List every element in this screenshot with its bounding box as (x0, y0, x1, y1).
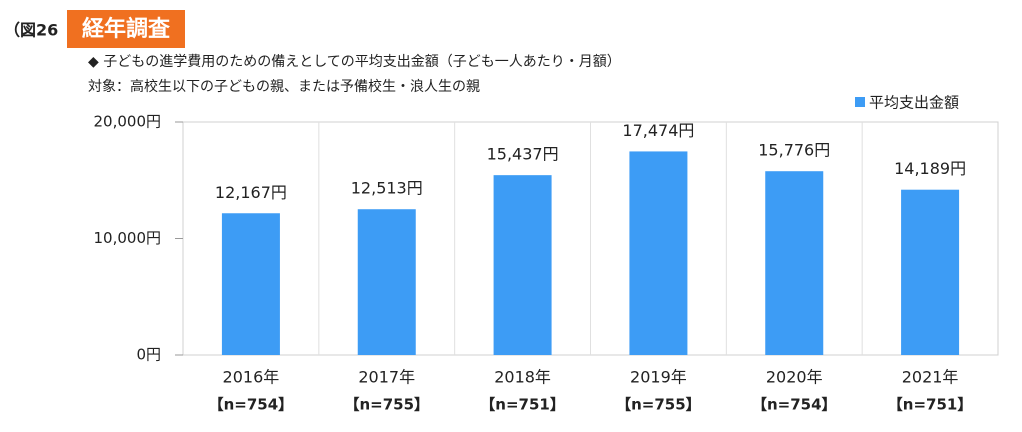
note: 対象：高校生以下の子どもの親、または予備校生・浪人生の親 (88, 78, 480, 95)
bar (221, 213, 280, 355)
sample-label: 【n=754】 (752, 396, 837, 414)
bar (629, 151, 688, 355)
sample-label: 【n=754】 (209, 396, 294, 414)
bar (901, 189, 960, 355)
sample-label: 【n=755】 (616, 396, 701, 414)
x-tick-label: 2021年 (902, 368, 959, 387)
value-label: 15,776円 (758, 141, 830, 160)
value-label: 17,474円 (622, 121, 694, 140)
bar (765, 171, 824, 355)
y-tick-label: 10,000円 (94, 229, 162, 247)
sample-label: 【n=751】 (888, 396, 973, 414)
title-box (67, 10, 185, 48)
bar (493, 175, 552, 355)
sample-label: 【n=751】 (480, 396, 565, 414)
x-tick-label: 2018年 (494, 368, 551, 387)
x-tick-label: 2020年 (766, 368, 823, 387)
legend-swatch (855, 97, 865, 107)
x-tick-label: 2017年 (358, 368, 415, 387)
sample-label: 【n=755】 (344, 396, 429, 414)
value-label: 14,189円 (894, 159, 966, 178)
x-tick-label: 2016年 (223, 368, 280, 387)
value-label: 15,437円 (487, 145, 559, 164)
x-tick-label: 2019年 (630, 368, 687, 387)
bar (357, 209, 416, 355)
chart-title: 経年調査 (82, 16, 171, 42)
y-tick-label: 0円 (136, 346, 161, 364)
legend-label: 平均支出金額 (869, 94, 959, 112)
figure-label: （図26 (4, 21, 58, 40)
value-label: 12,167円 (215, 183, 287, 202)
y-tick-label: 20,000円 (94, 113, 162, 131)
value-label: 12,513円 (351, 179, 423, 198)
subtitle: ◆ 子どもの進学費用のための備えとしての平均支出金額（子ども一人あたり・月額） (88, 54, 621, 70)
